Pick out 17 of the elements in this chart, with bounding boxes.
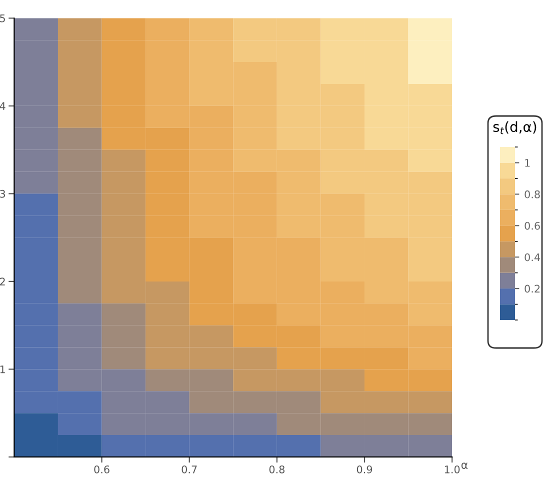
color-bar-label: 0.6	[524, 222, 540, 230]
color-bar-title: s$_{t}$(d,α)	[493, 121, 536, 134]
y-tick-label: 3	[0, 190, 6, 198]
x-tick-label: 1.0	[444, 465, 460, 474]
y-tick-label: 5	[0, 14, 5, 22]
color-bar-label: 0.8	[524, 190, 540, 198]
x-tick-label: 0.6	[94, 465, 110, 474]
x-tick-label: 0.7	[182, 465, 197, 474]
x-tick-label: 0.9	[356, 465, 372, 474]
color-bar-label: 1	[525, 159, 530, 167]
x-axis-title: α	[461, 462, 468, 469]
y-tick-label: 2	[0, 278, 5, 286]
color-bar-label: 0.4	[524, 253, 540, 262]
y-tick-label: 4	[0, 102, 6, 110]
y-tick-label: 1	[0, 366, 5, 374]
x-tick-label: 0.8	[269, 465, 284, 474]
color-bar-label: 0.2	[524, 284, 540, 293]
